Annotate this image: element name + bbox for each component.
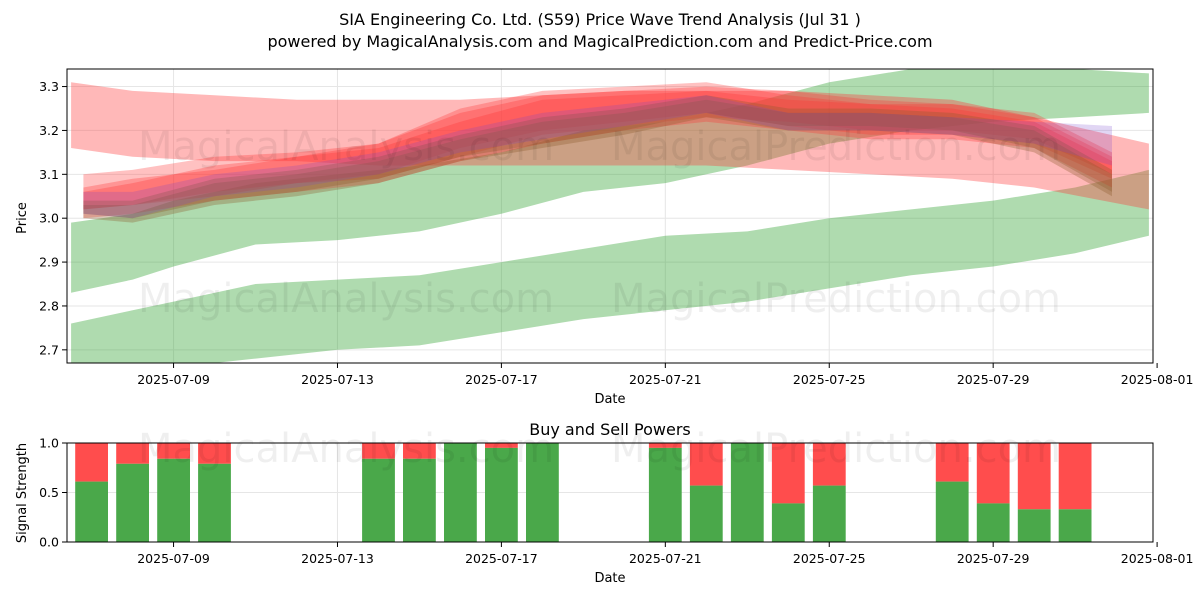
- signal-plot: Buy and Sell Powers MagicalAnalysis.com …: [15, 420, 1193, 586]
- price-x-ticks: 2025-07-09 2025-07-13 2025-07-17 2025-07-21…: [137, 363, 1193, 387]
- buy-power-bar: [1017, 509, 1051, 542]
- price-y-tick-label: 2.7: [39, 342, 59, 357]
- price-x-tick-label: 2025-07-21: [629, 372, 702, 387]
- sell-power-bar: [1058, 443, 1092, 510]
- red-band-3: [83, 82, 1112, 210]
- price-x-tick-label: 2025-07-09: [137, 372, 210, 387]
- signal-x-tick-label: 2025-07-29: [957, 551, 1030, 566]
- buy-power-bar: [403, 458, 436, 542]
- price-plot-frame: [66, 68, 1154, 364]
- buy-power-bar: [648, 447, 682, 542]
- signal-x-tick-label: 2025-07-17: [465, 551, 538, 566]
- watermark-prediction-bottom: MagicalPrediction.com: [611, 426, 1061, 472]
- buy-power-bar: [198, 463, 231, 542]
- price-y-tick-label: 2.8: [39, 298, 59, 313]
- buy-power-bar: [1058, 509, 1092, 542]
- sell-power-bar: [935, 443, 969, 482]
- price-x-tick-label: 2025-08-01: [1121, 372, 1194, 387]
- sell-power-bar: [403, 443, 436, 459]
- watermark-analysis-top: MagicalAnalysis.com: [138, 124, 554, 170]
- sell-power-bar: [648, 443, 682, 448]
- sell-power-bar: [771, 443, 805, 504]
- sell-power-bar: [116, 443, 149, 464]
- signal-x-tick-label: 2025-08-01: [1121, 551, 1194, 566]
- buy-power-bar: [444, 443, 477, 542]
- signal-y-tick-label: 1.0: [39, 436, 59, 451]
- buy-power-bar: [157, 458, 190, 542]
- purple-band: [83, 95, 1112, 219]
- signal-x-axis-label: Date: [594, 571, 625, 586]
- price-grid: [67, 69, 1153, 363]
- price-y-tick-label: 3.2: [39, 123, 59, 138]
- price-plot-background: [67, 69, 1153, 363]
- brown-band-1: [83, 99, 1112, 223]
- price-bands: [71, 69, 1149, 363]
- buy-power-bar: [75, 481, 108, 542]
- signal-y-tick-label: 0.0: [39, 535, 59, 550]
- price-y-tick-label: 3.0: [39, 211, 59, 226]
- buy-power-bar: [362, 458, 395, 542]
- red-band-2: [83, 90, 1112, 219]
- watermark-analysis-bottom: MagicalAnalysis.com: [138, 426, 554, 472]
- red-band-wide: [71, 82, 1149, 210]
- buy-power-bar: [812, 485, 846, 542]
- red-band-1: [83, 86, 1112, 210]
- signal-plot-title: Buy and Sell Powers: [529, 420, 691, 439]
- price-x-axis-label: Date: [594, 392, 625, 407]
- sell-power-bar: [976, 443, 1010, 504]
- buy-power-bar: [689, 485, 723, 542]
- buy-power-bar: [730, 443, 764, 542]
- price-watermarks: MagicalAnalysis.com MagicalPrediction.co…: [138, 124, 1061, 322]
- buy-power-bar: [526, 443, 559, 542]
- buy-power-bar: [935, 481, 969, 542]
- sell-power-bar: [689, 443, 723, 486]
- signal-x-tick-label: 2025-07-13: [301, 551, 374, 566]
- chart-title-line2: powered by MagicalAnalysis.com and Magic…: [267, 32, 932, 51]
- green-band-high: [71, 69, 1149, 293]
- watermark-prediction-top: MagicalPrediction.com: [611, 124, 1061, 170]
- buy-power-bar: [976, 503, 1010, 542]
- sell-power-bar: [157, 443, 190, 459]
- chart-title-line1: SIA Engineering Co. Ltd. (S59) Price Wav…: [339, 10, 861, 29]
- buy-power-bar: [116, 463, 149, 542]
- price-y-tick-label: 3.1: [39, 167, 59, 182]
- price-x-tick-label: 2025-07-29: [957, 372, 1030, 387]
- sell-power-bar: [362, 443, 395, 459]
- signal-bars: [75, 443, 1092, 542]
- price-plot: MagicalAnalysis.com MagicalPrediction.co…: [15, 68, 1193, 407]
- sell-power-bar: [485, 443, 518, 448]
- sell-power-bar: [198, 443, 231, 464]
- signal-y-axis-label: Signal Strength: [15, 443, 30, 543]
- price-y-tick-label: 2.9: [39, 255, 59, 270]
- signal-watermarks: MagicalAnalysis.com MagicalPrediction.co…: [138, 426, 1061, 472]
- signal-x-tick-label: 2025-07-21: [629, 551, 702, 566]
- watermark-prediction-mid: MagicalPrediction.com: [611, 276, 1061, 322]
- price-x-tick-label: 2025-07-25: [793, 372, 866, 387]
- signal-x-ticks: 2025-07-09 2025-07-13 2025-07-17 2025-07-21…: [137, 542, 1193, 566]
- buy-power-bar: [485, 447, 518, 542]
- sell-power-bar: [75, 443, 108, 482]
- sell-power-bar: [812, 443, 846, 486]
- price-y-tick-label: 3.3: [39, 79, 59, 94]
- price-x-tick-label: 2025-07-17: [465, 372, 538, 387]
- brown-band-2: [83, 95, 1112, 219]
- signal-x-tick-label: 2025-07-09: [137, 551, 210, 566]
- watermark-analysis-mid: MagicalAnalysis.com: [138, 276, 554, 322]
- signal-x-tick-label: 2025-07-25: [793, 551, 866, 566]
- price-x-tick-label: 2025-07-13: [301, 372, 374, 387]
- buy-power-bar: [771, 503, 805, 542]
- price-y-axis-label: Price: [15, 202, 30, 234]
- signal-y-tick-label: 0.5: [39, 485, 59, 500]
- signal-y-ticks: 0.0 0.5 1.0: [39, 436, 67, 550]
- price-y-ticks: 2.7 2.8 2.9 3.0 3.1 3.2 3.3: [39, 79, 67, 357]
- green-band-low: [71, 169, 1149, 363]
- sell-power-bar: [1017, 443, 1051, 510]
